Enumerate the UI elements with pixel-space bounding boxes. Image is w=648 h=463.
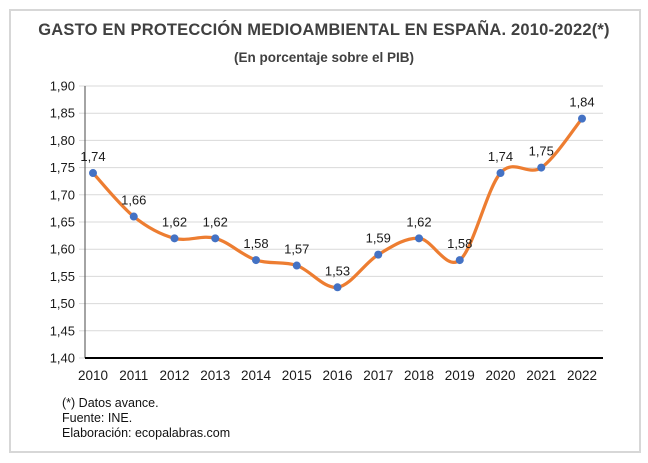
x-axis-tick-label: 2014 <box>241 368 272 383</box>
data-point-marker <box>455 256 464 265</box>
x-axis-tick-label: 2021 <box>526 368 556 383</box>
x-axis-tick-label: 2020 <box>485 368 515 383</box>
data-point-label: 1,66 <box>121 193 146 208</box>
footnote: (*) Datos avance. Fuente: INE. Elaboraci… <box>62 396 230 441</box>
x-axis-tick-label: 2010 <box>78 368 108 383</box>
data-point-label: 1,62 <box>203 214 228 229</box>
x-axis-tick-label: 2019 <box>445 368 475 383</box>
y-axis-tick-label: 1,60 <box>50 242 75 257</box>
x-axis-tick-label: 2015 <box>282 368 312 383</box>
x-axis-tick-label: 2017 <box>363 368 393 383</box>
data-point-marker <box>537 163 546 172</box>
data-point-marker <box>211 234 220 243</box>
y-axis-tick-label: 1,50 <box>50 296 75 311</box>
data-point-label: 1,84 <box>569 95 594 110</box>
footnote-line-datos-avance: (*) Datos avance. <box>62 396 159 410</box>
y-axis-tick-label: 1,75 <box>50 160 75 175</box>
data-point-marker <box>89 169 97 178</box>
data-point-marker <box>170 234 179 243</box>
data-point-label: 1,74 <box>488 149 513 164</box>
x-axis-tick-label: 2012 <box>159 368 189 383</box>
data-point-marker <box>578 114 586 123</box>
x-axis-tick-label: 2013 <box>200 368 230 383</box>
chart-title: GASTO EN PROTECCIÓN MEDIOAMBIENTAL EN ES… <box>38 21 610 39</box>
x-axis-tick-label: 2016 <box>322 368 352 383</box>
data-point-label: 1,74 <box>80 149 105 164</box>
y-axis-tick-label: 1,40 <box>50 351 75 366</box>
chart-subtitle: (En porcentaje sobre el PIB) <box>233 50 415 65</box>
data-point-marker <box>496 169 505 178</box>
y-axis-tick-label: 1,70 <box>50 187 75 202</box>
data-point-marker <box>415 234 423 243</box>
y-axis-tick-label: 1,65 <box>50 215 75 230</box>
y-axis-tick-label: 1,45 <box>50 323 75 338</box>
data-point-label: 1,62 <box>162 214 187 229</box>
data-series-line <box>91 116 584 289</box>
data-point-label: 1,59 <box>366 231 391 246</box>
figure-border <box>9 9 641 453</box>
footnote-line-fuente: Fuente: INE. <box>62 411 133 425</box>
data-point-label: 1,53 <box>325 263 350 278</box>
footnote-line-elaboracion: Elaboración: ecopalabras.com <box>62 426 231 440</box>
y-axis-tick-label: 1,90 <box>50 79 75 94</box>
x-axis-tick-label: 2022 <box>567 368 597 383</box>
x-axis-tick-label: 2018 <box>404 368 434 383</box>
data-point-label: 1,58 <box>243 236 268 251</box>
data-point-marker <box>292 261 301 270</box>
data-point-marker <box>252 256 260 265</box>
y-axis-tick-label: 1,55 <box>50 269 75 284</box>
data-point-label: 1,75 <box>529 144 554 159</box>
data-point-marker <box>333 283 342 292</box>
data-point-label: 1,62 <box>406 214 431 229</box>
data-point-marker <box>374 250 383 259</box>
data-point-label: 1,58 <box>447 236 472 251</box>
y-axis-tick-label: 1,85 <box>50 106 75 121</box>
y-axis-tick-label: 1,80 <box>50 133 75 148</box>
x-axis-tick-label: 2011 <box>119 368 148 383</box>
data-point-label: 1,57 <box>284 242 309 257</box>
data-point-marker <box>129 212 138 221</box>
